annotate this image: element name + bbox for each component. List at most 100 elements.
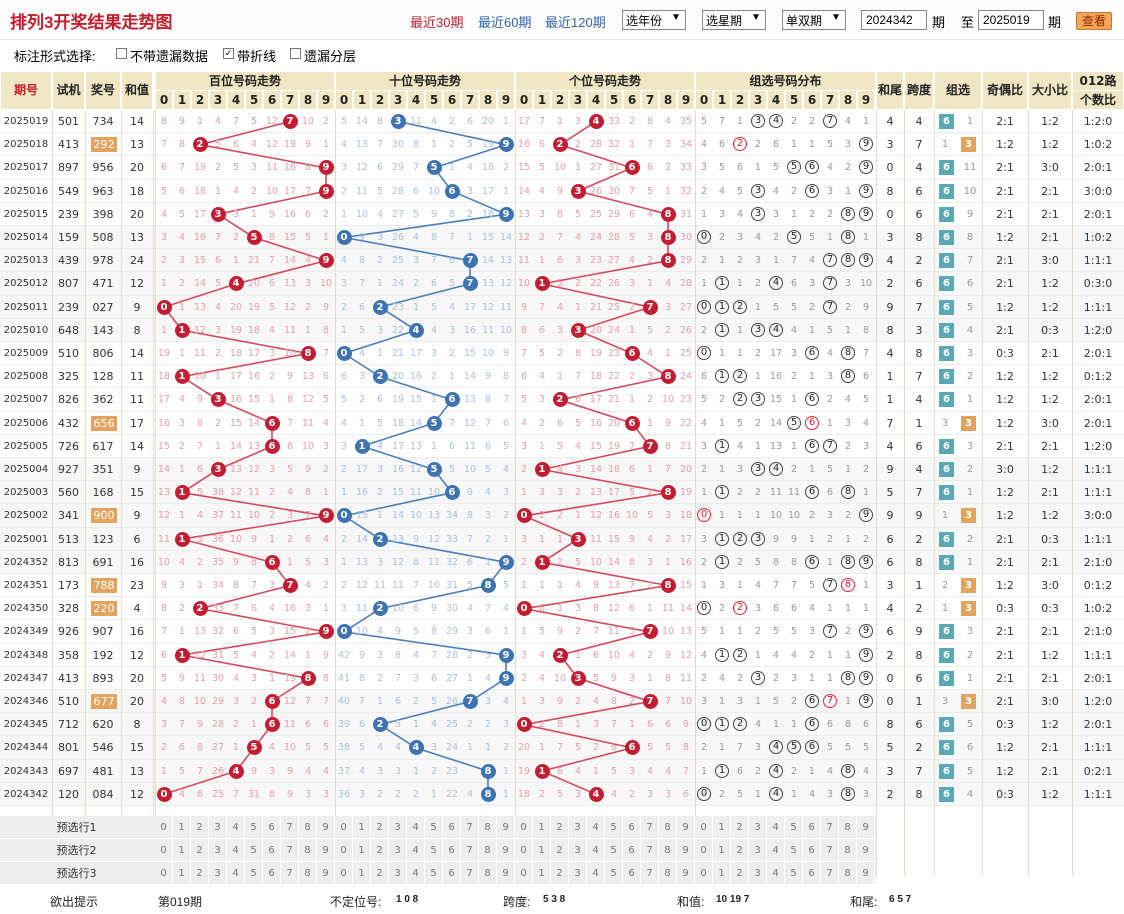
preselect-digit[interactable]: 0 <box>335 862 353 885</box>
preselect-digit[interactable]: 5 <box>605 816 623 839</box>
checkbox-with-lines[interactable]: ✓ <box>223 48 234 59</box>
preselect-digit[interactable]: 0 <box>155 816 173 839</box>
preselect-digit[interactable]: 6 <box>803 839 821 862</box>
preselect-digit[interactable]: 9 <box>497 862 515 885</box>
preselect-digit[interactable]: 6 <box>803 816 821 839</box>
preselect-digit[interactable]: 5 <box>245 862 263 885</box>
preselect-digit[interactable]: 5 <box>245 816 263 839</box>
preselect-digit[interactable]: 9 <box>497 816 515 839</box>
preselect-digit[interactable]: 2 <box>731 816 749 839</box>
preselect-digit[interactable]: 0 <box>695 839 713 862</box>
preselect-digit[interactable]: 0 <box>155 862 173 885</box>
preselect-digit[interactable]: 7 <box>821 839 839 862</box>
preselect-digit[interactable]: 8 <box>479 839 497 862</box>
preselect-digit[interactable]: 5 <box>785 862 803 885</box>
preselect-digit[interactable]: 2 <box>371 839 389 862</box>
checkbox-no-omission[interactable] <box>116 48 127 59</box>
preselect-digit[interactable]: 1 <box>713 862 731 885</box>
preselect-digit[interactable]: 8 <box>659 816 677 839</box>
preselect-digit[interactable]: 5 <box>245 839 263 862</box>
preselect-digit[interactable]: 4 <box>587 839 605 862</box>
preselect-digit[interactable]: 1 <box>353 816 371 839</box>
preselect-digit[interactable]: 4 <box>767 839 785 862</box>
year-select[interactable]: 选年份 ▼ <box>622 10 686 30</box>
preselect-digit[interactable]: 3 <box>569 862 587 885</box>
preselect-digit[interactable]: 2 <box>191 862 209 885</box>
preselect-digit[interactable]: 3 <box>389 816 407 839</box>
preselect-digit[interactable]: 8 <box>839 862 857 885</box>
preselect-digit[interactable]: 7 <box>821 862 839 885</box>
preselect-digit[interactable]: 1 <box>713 816 731 839</box>
preselect-digit[interactable]: 0 <box>515 839 533 862</box>
preselect-digit[interactable]: 6 <box>443 839 461 862</box>
preselect-digit[interactable]: 7 <box>821 816 839 839</box>
preselect-digit[interactable]: 1 <box>173 839 191 862</box>
recent-30-link[interactable]: 最近30期 <box>410 15 464 30</box>
preselect-digit[interactable]: 5 <box>605 839 623 862</box>
preselect-digit[interactable]: 6 <box>623 839 641 862</box>
preselect-digit[interactable]: 9 <box>677 839 695 862</box>
preselect-digit[interactable]: 8 <box>659 839 677 862</box>
preselect-digit[interactable]: 2 <box>371 816 389 839</box>
preselect-digit[interactable]: 7 <box>281 816 299 839</box>
preselect-digit[interactable]: 9 <box>677 862 695 885</box>
week-select[interactable]: 选星期 ▼ <box>702 10 766 30</box>
preselect-digit[interactable]: 1 <box>173 816 191 839</box>
preselect-digit[interactable]: 6 <box>443 862 461 885</box>
preselect-digit[interactable]: 2 <box>731 839 749 862</box>
preselect-digit[interactable]: 4 <box>587 862 605 885</box>
preselect-digit[interactable]: 7 <box>641 839 659 862</box>
preselect-digit[interactable]: 9 <box>497 839 515 862</box>
preselect-digit[interactable]: 3 <box>569 816 587 839</box>
preselect-digit[interactable]: 8 <box>299 816 317 839</box>
preselect-digit[interactable]: 0 <box>335 816 353 839</box>
preselect-digit[interactable]: 5 <box>425 816 443 839</box>
preselect-digit[interactable]: 5 <box>785 816 803 839</box>
preselect-digit[interactable]: 3 <box>569 839 587 862</box>
preselect-digit[interactable]: 2 <box>191 839 209 862</box>
preselect-digit[interactable]: 7 <box>641 862 659 885</box>
preselect-digit[interactable]: 8 <box>299 862 317 885</box>
preselect-digit[interactable]: 4 <box>767 816 785 839</box>
preselect-digit[interactable]: 5 <box>425 862 443 885</box>
to-period-input[interactable]: 2025019 <box>978 10 1044 30</box>
preselect-digit[interactable]: 3 <box>749 839 767 862</box>
preselect-digit[interactable]: 6 <box>623 816 641 839</box>
preselect-digit[interactable]: 4 <box>587 816 605 839</box>
preselect-digit[interactable]: 4 <box>407 839 425 862</box>
preselect-digit[interactable]: 1 <box>713 839 731 862</box>
recent-60-link[interactable]: 最近60期 <box>478 15 532 30</box>
preselect-digit[interactable]: 6 <box>443 816 461 839</box>
preselect-digit[interactable]: 0 <box>515 862 533 885</box>
preselect-digit[interactable]: 7 <box>461 839 479 862</box>
preselect-digit[interactable]: 3 <box>209 862 227 885</box>
preselect-digit[interactable]: 0 <box>695 862 713 885</box>
preselect-digit[interactable]: 6 <box>623 862 641 885</box>
preselect-digit[interactable]: 3 <box>209 839 227 862</box>
from-period-input[interactable]: 2024342 <box>861 10 927 30</box>
checkbox-layered[interactable] <box>290 48 301 59</box>
preselect-digit[interactable]: 3 <box>209 816 227 839</box>
preselect-digit[interactable]: 2 <box>371 862 389 885</box>
preselect-digit[interactable]: 8 <box>479 862 497 885</box>
preselect-digit[interactable]: 1 <box>353 839 371 862</box>
preselect-digit[interactable]: 6 <box>263 862 281 885</box>
preselect-digit[interactable]: 1 <box>533 862 551 885</box>
preselect-digit[interactable]: 9 <box>317 839 335 862</box>
preselect-digit[interactable]: 4 <box>227 862 245 885</box>
preselect-digit[interactable]: 3 <box>389 839 407 862</box>
preselect-digit[interactable]: 8 <box>659 862 677 885</box>
recent-120-link[interactable]: 最近120期 <box>545 15 606 30</box>
preselect-digit[interactable]: 4 <box>407 816 425 839</box>
preselect-digit[interactable]: 1 <box>173 862 191 885</box>
preselect-digit[interactable]: 2 <box>551 862 569 885</box>
preselect-digit[interactable]: 9 <box>857 839 875 862</box>
preselect-digit[interactable]: 3 <box>749 816 767 839</box>
preselect-digit[interactable]: 2 <box>191 816 209 839</box>
preselect-digit[interactable]: 7 <box>641 816 659 839</box>
preselect-digit[interactable]: 4 <box>227 839 245 862</box>
preselect-digit[interactable]: 2 <box>731 862 749 885</box>
preselect-digit[interactable]: 5 <box>425 839 443 862</box>
preselect-digit[interactable]: 7 <box>281 862 299 885</box>
preselect-digit[interactable]: 2 <box>551 816 569 839</box>
